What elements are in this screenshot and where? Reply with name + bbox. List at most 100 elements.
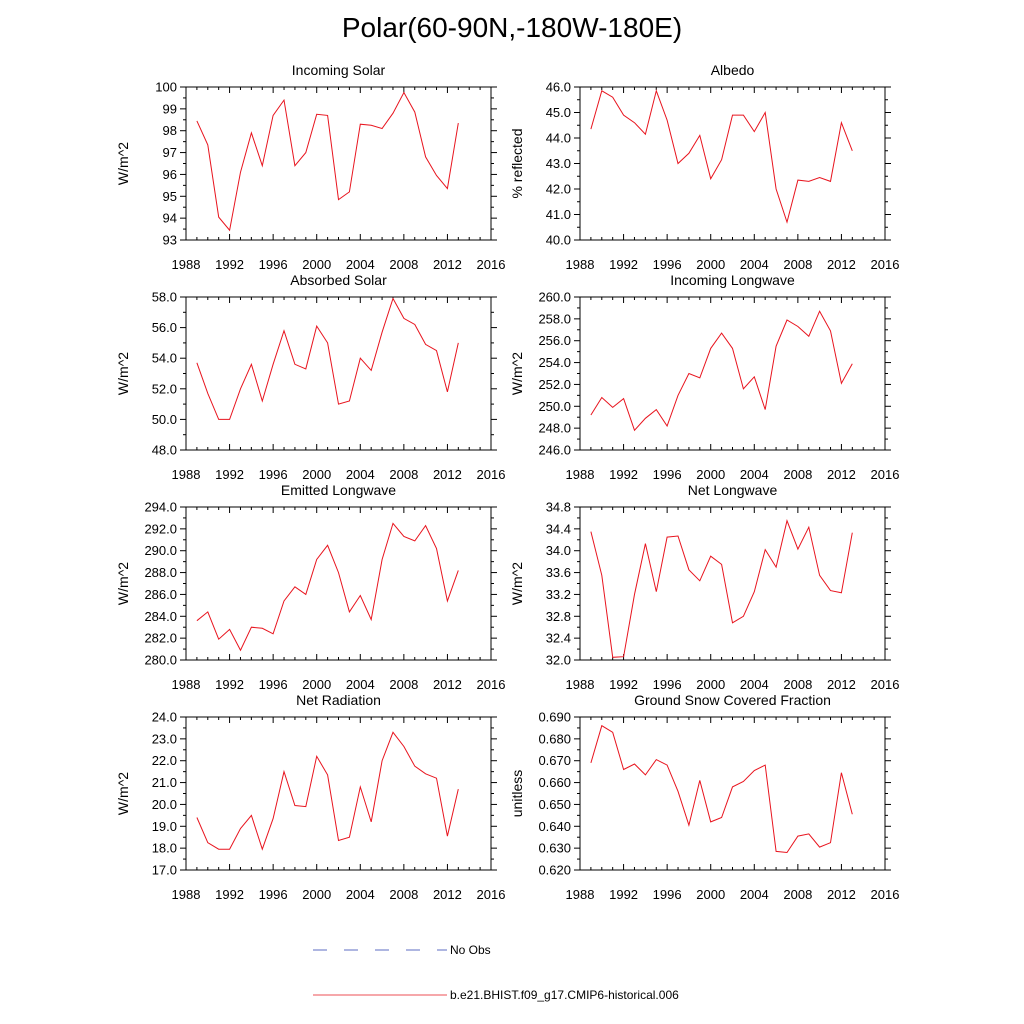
x-tick-label: 2012 <box>433 677 462 692</box>
panel-net-longwave: 1988 1992 1996 2000 2004 2008 2012 2016 32.0 32.4… <box>509 482 899 692</box>
x-tick-label: 1988 <box>172 467 201 482</box>
y-axis-label: % reflected <box>509 128 525 198</box>
x-tick-label: 1988 <box>566 677 595 692</box>
x-tick-label: 2008 <box>783 887 812 902</box>
panel-title-incoming-longwave: Incoming Longwave <box>670 272 795 288</box>
x-tick-label: 2008 <box>783 257 812 272</box>
panel-title-ground-snow-covered-fraction: Ground Snow Covered Fraction <box>634 692 831 708</box>
y-tick-label: 44.0 <box>546 131 571 146</box>
series-line-ground-snow-covered-fraction <box>590 724 853 854</box>
panel-net-radiation: 1988 1992 1996 2000 2004 2008 2012 2016 17.0 18.0… <box>115 692 505 902</box>
x-tick-label: 1988 <box>172 887 201 902</box>
x-tick-label: 2004 <box>740 887 769 902</box>
y-axis-label: W/m^2 <box>115 562 131 605</box>
y-tick-label: 0.660 <box>538 775 571 790</box>
x-tick-label: 2012 <box>433 257 462 272</box>
x-tick-label: 1996 <box>259 257 288 272</box>
x-tick-label: 2000 <box>302 677 331 692</box>
y-tick-label: 32.8 <box>546 609 571 624</box>
panel-ground-snow-covered-fraction: 1988 1992 1996 2000 2004 2008 2012 2016 0.620 0.6… <box>509 692 899 902</box>
y-tick-label: 248.0 <box>538 421 571 436</box>
y-tick-label: 0.680 <box>538 731 571 746</box>
x-tick-label: 1992 <box>609 467 638 482</box>
panel-albedo: 1988 1992 1996 2000 2004 2008 2012 2016 40.0 41.0… <box>509 62 899 272</box>
x-tick-label: 2000 <box>696 467 725 482</box>
x-tick-label: 1988 <box>566 257 595 272</box>
y-axis-label: W/m^2 <box>115 142 131 185</box>
x-tick-label: 1992 <box>609 887 638 902</box>
y-tick-label: 42.0 <box>546 182 571 197</box>
series-line-albedo <box>590 89 853 224</box>
x-tick-label: 1992 <box>609 257 638 272</box>
x-tick-label: 2000 <box>696 887 725 902</box>
x-tick-label: 1996 <box>653 677 682 692</box>
x-tick-label: 2016 <box>477 677 506 692</box>
y-tick-label: 0.640 <box>538 819 571 834</box>
y-tick-label: 260.0 <box>538 290 571 305</box>
plot-frame <box>185 296 492 451</box>
x-tick-label: 1988 <box>566 887 595 902</box>
x-tick-label: 1992 <box>215 677 244 692</box>
y-tick-label: 290.0 <box>144 543 177 558</box>
y-tick-label: 33.6 <box>546 565 571 580</box>
x-tick-label: 2016 <box>871 677 900 692</box>
y-tick-label: 94 <box>163 211 177 226</box>
x-tick-label: 1988 <box>172 677 201 692</box>
x-tick-label: 2008 <box>389 887 418 902</box>
y-tick-label: 43.0 <box>546 156 571 171</box>
y-tick-label: 52.0 <box>152 381 177 396</box>
y-tick-label: 93 <box>163 233 177 248</box>
y-tick-label: 0.670 <box>538 753 571 768</box>
series-line-incoming-longwave <box>590 310 853 432</box>
y-tick-label: 286.0 <box>144 587 177 602</box>
x-tick-label: 1996 <box>259 677 288 692</box>
panel-title-incoming-solar: Incoming Solar <box>292 62 386 78</box>
x-tick-label: 2004 <box>740 677 769 692</box>
y-tick-label: 33.2 <box>546 587 571 602</box>
x-tick-label: 2000 <box>696 677 725 692</box>
x-tick-label: 2000 <box>696 257 725 272</box>
y-tick-label: 282.0 <box>144 631 177 646</box>
y-tick-label: 280.0 <box>144 653 177 668</box>
legend-label-no-obs: No Obs <box>450 943 491 957</box>
plot-frame <box>579 86 886 241</box>
x-tick-label: 2008 <box>389 677 418 692</box>
y-tick-label: 23.0 <box>152 731 177 746</box>
y-axis-label: W/m^2 <box>115 352 131 395</box>
x-tick-label: 2000 <box>302 887 331 902</box>
y-tick-label: 0.630 <box>538 841 571 856</box>
panel-emitted-longwave: 1988 1992 1996 2000 2004 2008 2012 2016 280.0 282… <box>115 482 505 692</box>
x-tick-label: 2004 <box>346 887 375 902</box>
x-tick-label: 2012 <box>827 467 856 482</box>
x-tick-label: 2004 <box>346 257 375 272</box>
y-tick-label: 97 <box>163 145 177 160</box>
y-tick-label: 54.0 <box>152 351 177 366</box>
y-tick-label: 252.0 <box>538 377 571 392</box>
x-tick-label: 2004 <box>740 257 769 272</box>
plot-frame <box>185 716 492 871</box>
x-tick-label: 2016 <box>477 887 506 902</box>
x-tick-label: 2016 <box>477 467 506 482</box>
y-tick-label: 21.0 <box>152 775 177 790</box>
y-tick-label: 100 <box>155 80 177 95</box>
x-tick-label: 2008 <box>389 257 418 272</box>
x-tick-label: 2016 <box>477 257 506 272</box>
y-tick-label: 284.0 <box>144 609 177 624</box>
x-tick-label: 2012 <box>433 467 462 482</box>
y-tick-label: 99 <box>163 101 177 116</box>
y-tick-label: 32.4 <box>546 631 571 646</box>
y-tick-label: 34.0 <box>546 543 571 558</box>
y-tick-label: 19.0 <box>152 819 177 834</box>
y-tick-label: 18.0 <box>152 841 177 856</box>
x-tick-label: 1996 <box>259 467 288 482</box>
x-tick-label: 1992 <box>609 677 638 692</box>
y-axis-label: W/m^2 <box>115 772 131 815</box>
y-axis-label: W/m^2 <box>509 352 525 395</box>
panel-incoming-solar: 1988 1992 1996 2000 2004 2008 2012 2016 93 94 95 96… <box>115 62 505 272</box>
y-tick-label: 250.0 <box>538 399 571 414</box>
y-tick-label: 17.0 <box>152 863 177 878</box>
x-tick-label: 1988 <box>172 257 201 272</box>
y-axis-label: W/m^2 <box>509 562 525 605</box>
main-title: Polar(60-90N,-180W-180E) <box>341 12 683 43</box>
